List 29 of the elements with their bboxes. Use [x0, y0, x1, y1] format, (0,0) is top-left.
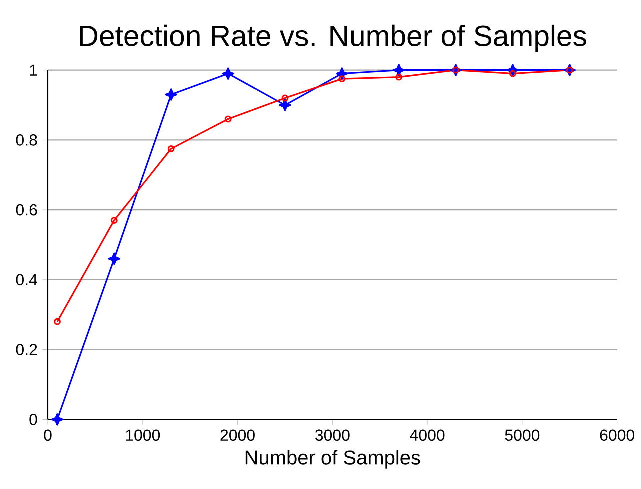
x-tick-label: 3000 [315, 430, 350, 442]
y-tick-label: 1 [30, 64, 38, 76]
y-tick-label: 0.4 [16, 274, 38, 286]
x-tick-label: 1000 [126, 430, 160, 442]
point [338, 76, 346, 83]
point [392, 64, 406, 76]
x-tick-label: 5000 [505, 430, 540, 442]
point [452, 66, 460, 74]
y-tick-label: 0 [30, 414, 38, 426]
y-tick-label: 0.6 [16, 204, 38, 216]
point [396, 74, 403, 81]
point [51, 414, 64, 426]
point [108, 252, 121, 266]
point [224, 116, 232, 123]
x-tick-label: 2000 [220, 430, 255, 442]
point [165, 88, 178, 101]
point [168, 145, 175, 152]
x-axis-title: Number of Samples [246, 450, 420, 469]
point [222, 68, 234, 80]
y-tick-label: 0.2 [16, 344, 38, 356]
point [282, 94, 289, 102]
x-tick-label: 0 [44, 430, 52, 442]
point [509, 70, 516, 78]
x-tick-label: 6000 [600, 430, 635, 442]
point [110, 217, 118, 224]
chart-title: Detection Rate vs. Number of Samples [80, 24, 586, 52]
point [279, 99, 292, 112]
x-tick-label: 4000 [410, 430, 445, 442]
y-tick-label: 0.8 [16, 134, 38, 146]
